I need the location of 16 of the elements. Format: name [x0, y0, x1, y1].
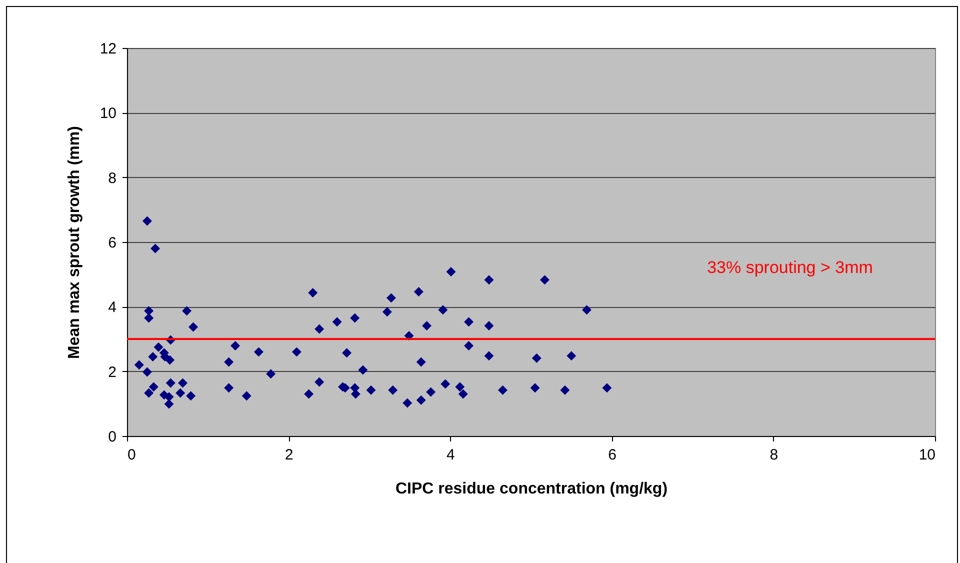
x-tick-label: 8 — [770, 446, 778, 464]
x-tick-label: 6 — [608, 446, 616, 464]
y-tick-label: 0 — [108, 428, 116, 446]
y-tick-label: 6 — [108, 234, 116, 252]
y-tick-label: 4 — [108, 299, 116, 316]
x-tick-label: 4 — [446, 446, 455, 464]
x-axis-title: CIPC residue concentration (mg/kg) — [395, 480, 668, 498]
y-tick-label: 2 — [108, 364, 116, 381]
y-tick-label: 8 — [108, 170, 116, 187]
y-tick-label: 10 — [100, 105, 116, 122]
x-tick-label: 2 — [284, 446, 294, 464]
x-tick-label: 0 — [128, 446, 136, 464]
annotation: 33% sprouting > 3mm — [707, 258, 873, 277]
y-axis-title: Mean max sprout growth (mm) — [66, 126, 83, 359]
y-tick-label: 12 — [100, 40, 116, 58]
x-tick-label: 10 — [918, 446, 936, 464]
